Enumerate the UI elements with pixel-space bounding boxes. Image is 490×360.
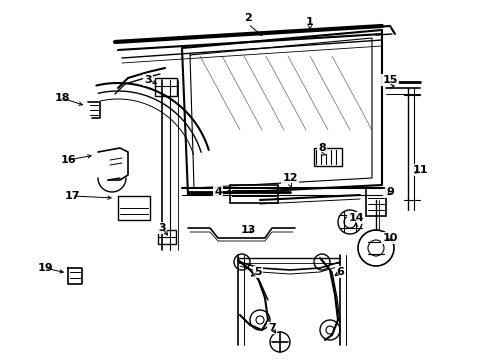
Bar — [118, 196, 150, 220]
Bar — [158, 230, 176, 244]
Text: 9: 9 — [386, 187, 394, 197]
Text: 6: 6 — [336, 267, 344, 277]
Text: 5: 5 — [254, 267, 262, 277]
Text: 8: 8 — [318, 143, 326, 153]
Text: 18: 18 — [54, 93, 70, 103]
Circle shape — [326, 326, 334, 334]
Text: 3: 3 — [144, 75, 152, 85]
Text: 15: 15 — [382, 75, 398, 85]
Text: 1: 1 — [306, 17, 314, 27]
Text: 11: 11 — [412, 165, 428, 175]
Circle shape — [368, 240, 384, 256]
Text: 12: 12 — [282, 173, 298, 183]
Circle shape — [256, 316, 264, 324]
Circle shape — [338, 210, 362, 234]
Text: 7: 7 — [268, 323, 276, 333]
Text: 17: 17 — [64, 191, 80, 201]
Bar — [230, 185, 278, 203]
Text: 3: 3 — [158, 223, 166, 233]
Text: 2: 2 — [244, 13, 252, 23]
Text: 14: 14 — [348, 213, 364, 223]
Circle shape — [314, 254, 330, 270]
Bar — [366, 188, 386, 216]
Text: 19: 19 — [37, 263, 53, 273]
Text: 13: 13 — [240, 225, 256, 235]
Circle shape — [358, 230, 394, 266]
Circle shape — [320, 320, 340, 340]
Text: 4: 4 — [214, 187, 222, 197]
Circle shape — [250, 310, 270, 330]
Text: 10: 10 — [382, 233, 398, 243]
Text: 16: 16 — [60, 155, 76, 165]
Bar — [314, 148, 342, 166]
Circle shape — [234, 254, 250, 270]
Circle shape — [344, 216, 356, 228]
Circle shape — [270, 332, 290, 352]
Bar — [155, 78, 177, 96]
